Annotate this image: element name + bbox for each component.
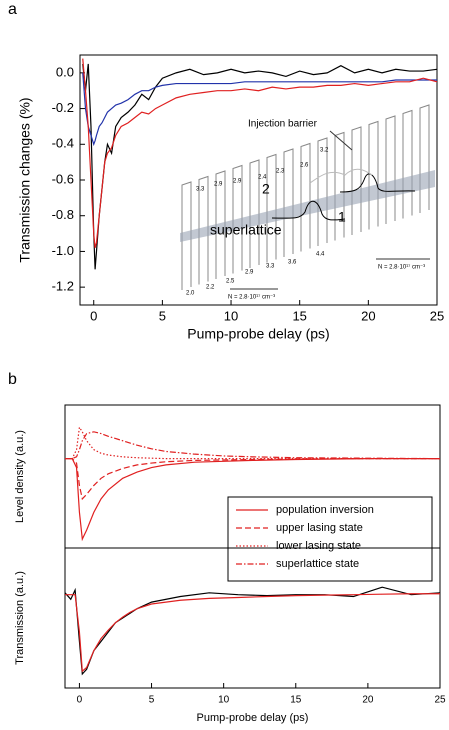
inset-note: N = 2.8·10¹⁷ cm⁻³	[228, 294, 275, 301]
wavefunction-faint	[309, 168, 373, 184]
inset-number: 3.6	[288, 260, 297, 266]
y-axis-label: Transmission changes (%)	[17, 97, 33, 262]
x-tick-label: 20	[361, 308, 375, 323]
inset-number: 2.9	[214, 182, 223, 188]
inset-label: superlattice	[210, 222, 282, 238]
panel-label: a	[8, 1, 17, 18]
inset-arrow	[329, 130, 353, 151]
band-profile	[266, 153, 277, 263]
legend-label: lower lasing state	[276, 540, 361, 552]
inset-number: 2.6	[300, 163, 309, 169]
series-line	[82, 58, 437, 249]
band-profile	[419, 104, 430, 213]
inset-number: 3.3	[266, 264, 275, 270]
inset-number: 3.3	[196, 187, 205, 193]
band-profile	[351, 126, 362, 235]
y-axis-label: Transmission (a.u.)	[14, 571, 26, 665]
y-tick-label: -0.4	[52, 136, 74, 151]
series-line	[82, 72, 437, 147]
band-profile	[249, 159, 260, 268]
inset-number: 3.2	[320, 148, 329, 154]
series-line	[65, 593, 440, 673]
x-tick-label: 15	[292, 308, 306, 323]
legend-box	[227, 496, 433, 582]
inset-label: 2	[262, 181, 270, 197]
band-profile	[334, 131, 345, 241]
series-line	[65, 458, 440, 542]
band-profile	[368, 120, 379, 230]
series-line	[65, 586, 440, 676]
series-line	[65, 425, 440, 460]
band-profile	[317, 137, 328, 246]
series-line	[65, 431, 440, 460]
series-line	[65, 458, 440, 501]
wavefunction	[271, 200, 346, 221]
inset-number: 2.0	[186, 291, 195, 297]
inset-label: 1	[338, 209, 346, 225]
inset-number: 2.3	[276, 169, 285, 175]
legend-label: superlattice state	[276, 558, 359, 570]
y-tick-label: -1.2	[52, 279, 74, 294]
x-tick-label: 25	[434, 695, 446, 706]
plot-frame	[64, 547, 441, 689]
y-tick-label: 0.0	[56, 64, 74, 79]
x-axis-label: Pump-probe delay (ps)	[187, 326, 329, 342]
inset-diagram: Injection barrier 2 1 superlattice 3.3 2.9 2.9…	[180, 104, 435, 301]
x-tick-label: 0	[90, 308, 97, 323]
legend-label: upper lasing state	[276, 522, 363, 534]
x-tick-label: 25	[430, 308, 444, 323]
band-profile	[385, 115, 396, 224]
series-line	[82, 63, 437, 270]
y-tick-label: -0.6	[52, 171, 74, 186]
x-tick-label: 0	[77, 695, 83, 706]
inset-number: 2.4	[258, 175, 267, 181]
y-axis-label: Level density (a.u.)	[14, 430, 26, 523]
inset-number: 2.9	[233, 179, 242, 185]
inset-number: 2.2	[206, 285, 215, 291]
x-tick-label: 5	[159, 308, 166, 323]
x-axis-label: Pump-probe delay (ps)	[197, 712, 309, 724]
x-tick-label: 10	[224, 308, 238, 323]
inset-label: Injection barrier	[248, 119, 318, 130]
y-tick-label: -0.8	[52, 207, 74, 222]
inset-number: 2.9	[245, 270, 254, 276]
inset-number: 4.4	[316, 252, 325, 258]
y-tick-label: -0.2	[52, 100, 74, 115]
x-tick-label: 5	[149, 695, 155, 706]
band-profile	[283, 148, 294, 257]
y-tick-label: -1.0	[52, 243, 74, 258]
band-profile	[402, 109, 413, 219]
x-tick-label: 10	[218, 695, 230, 706]
legend-label: population inversion	[276, 504, 374, 516]
panel-label: b	[8, 371, 17, 388]
band-profile	[300, 142, 311, 252]
inset-note: N = 2.8·10¹⁷ cm⁻³	[378, 264, 425, 271]
x-tick-label: 15	[290, 695, 302, 706]
inset-number: 2.5	[226, 279, 235, 285]
x-tick-label: 20	[362, 695, 374, 706]
